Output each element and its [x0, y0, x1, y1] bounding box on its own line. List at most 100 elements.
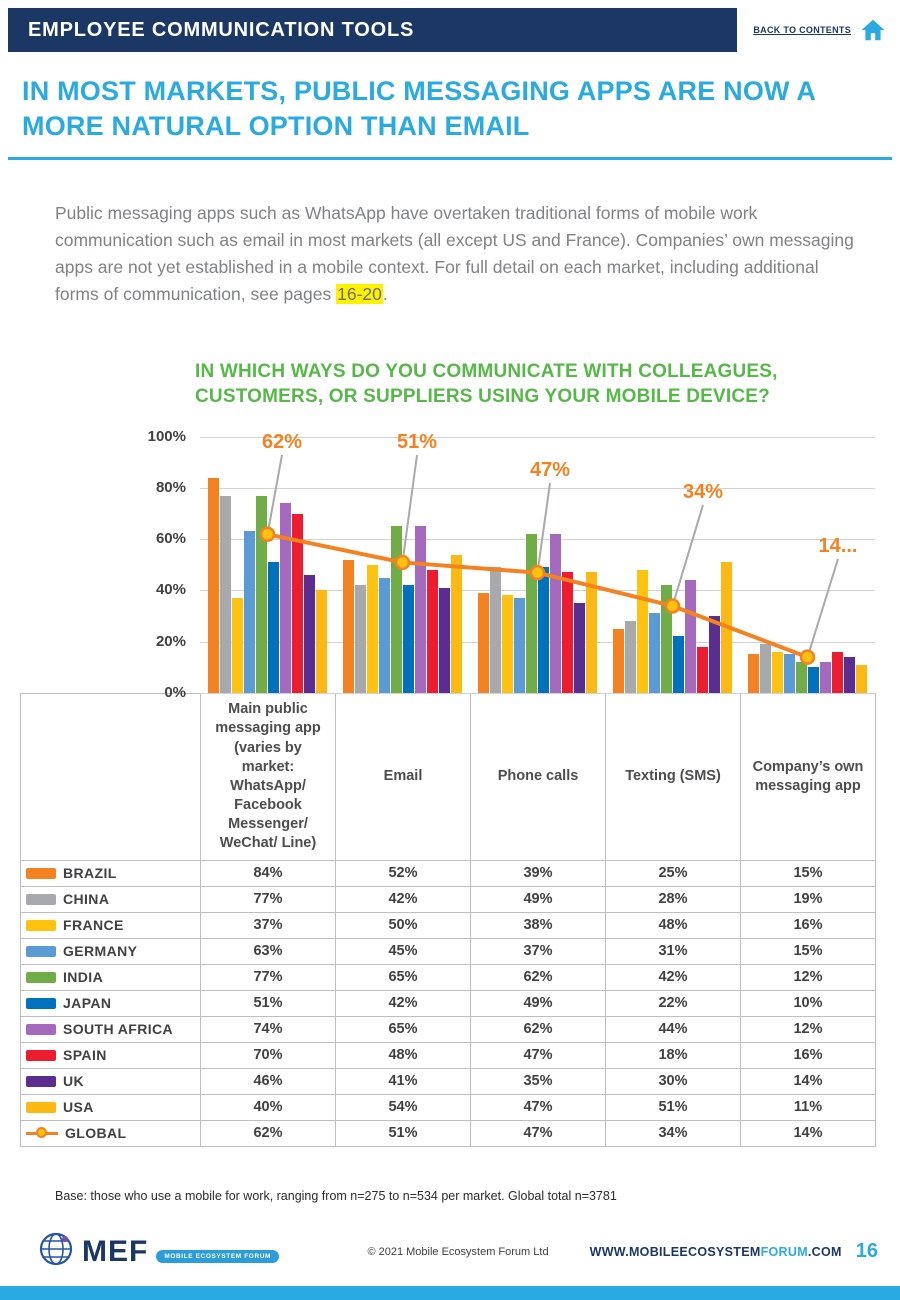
annotation-label: 34% [682, 480, 724, 503]
mef-logo-subtitle: MOBILE ECOSYSTEM FORUM [156, 1250, 280, 1264]
bar-india [526, 534, 537, 693]
country-label: UK [63, 1073, 85, 1090]
intro-text: Public messaging apps such as WhatsApp h… [55, 203, 854, 305]
value-cell: 44% [605, 1015, 741, 1043]
value-cell: 47% [470, 1041, 606, 1069]
legend-swatch-spain [26, 1049, 56, 1061]
value-cell: 22% [605, 989, 741, 1017]
intro-paragraph: Public messaging apps such as WhatsApp h… [55, 200, 855, 309]
bar-south-africa [415, 526, 426, 693]
country-label: USA [63, 1099, 94, 1116]
value-cell: 14% [740, 1067, 876, 1095]
bar-india [796, 662, 807, 693]
bar-germany [514, 598, 525, 693]
home-icon[interactable] [860, 17, 886, 43]
bar-france [772, 651, 783, 693]
global-line-swatch [26, 1127, 58, 1139]
column-header-phone-calls: Phone calls [470, 692, 606, 861]
value-cell: 35% [470, 1067, 606, 1095]
value-cell: 28% [605, 885, 741, 913]
row-label: JAPAN [21, 995, 200, 1011]
bar-group-company-s-own-messaging- [740, 437, 875, 693]
country-label: GERMANY [63, 943, 138, 960]
value-cell: 48% [605, 911, 741, 939]
value-cell: 31% [605, 937, 741, 965]
value-cell: 14% [740, 1119, 876, 1147]
row-label: GERMANY [21, 943, 200, 959]
bar-uk [439, 587, 450, 693]
legend-swatch-china [26, 893, 56, 905]
value-cell: 37% [470, 937, 606, 965]
legend-swatch-usa [26, 1101, 56, 1113]
legend-swatch-uk [26, 1075, 56, 1087]
gridline [200, 692, 875, 694]
bar-japan [268, 562, 279, 693]
y-axis-label: 100% [147, 427, 186, 445]
country-label: INDIA [63, 969, 104, 986]
value-cell: 52% [335, 859, 471, 887]
value-cell: 46% [200, 1067, 336, 1095]
bar-usa [856, 664, 867, 693]
header-bar: EMPLOYEE COMMUNICATION TOOLS [8, 8, 738, 52]
row-label-cell: SPAIN [20, 1041, 201, 1069]
value-cell: 49% [470, 989, 606, 1017]
website-url[interactable]: WWW.MOBILEECOSYSTEMFORUM.COM [590, 1245, 842, 1259]
back-to-contents-link[interactable]: BACK TO CONTENTS [753, 25, 851, 35]
value-cell: 47% [470, 1093, 606, 1121]
footnote: Base: those who use a mobile for work, r… [55, 1188, 617, 1203]
annotation-label: 47% [529, 458, 571, 481]
country-label: CHINA [63, 891, 110, 908]
bar-south-africa [685, 580, 696, 693]
value-cell: 42% [605, 963, 741, 991]
intro-text-after: . [382, 284, 388, 305]
table-row-spain: SPAIN 70% 48% 47% 18% 16% [20, 1041, 876, 1069]
table-header-row: Main public messaging app (varies by mar… [20, 692, 876, 861]
footer: MEF MOBILE ECOSYSTEM FORUM © 2021 Mobile… [38, 1229, 878, 1275]
bar-spain [292, 513, 303, 693]
bar-usa [316, 590, 327, 693]
bar-usa [451, 554, 462, 693]
url-part-3: .COM [807, 1244, 842, 1259]
value-cell: 51% [335, 1119, 471, 1147]
value-cell: 37% [200, 911, 336, 939]
bar-usa [721, 562, 732, 693]
bar-group-main-public-messaging-ap [200, 437, 335, 693]
bar-spain [832, 651, 843, 693]
value-cell: 77% [200, 885, 336, 913]
row-label: GLOBAL [21, 1125, 200, 1141]
row-label-cell: BRAZIL [20, 859, 201, 887]
url-part-2: FORUM [760, 1244, 808, 1259]
row-label: CHINA [21, 891, 200, 907]
top-header: EMPLOYEE COMMUNICATION TOOLS BACK TO CON… [8, 8, 892, 52]
bottom-accent-bar [0, 1286, 900, 1300]
value-cell: 16% [740, 911, 876, 939]
page-title: IN MOST MARKETS, PUBLIC MESSAGING APPS A… [22, 76, 816, 141]
row-label: USA [21, 1099, 200, 1115]
bar-japan [808, 667, 819, 693]
annotation-label: 62% [261, 430, 303, 453]
value-cell: 51% [200, 989, 336, 1017]
value-cell: 38% [470, 911, 606, 939]
y-axis-label: 80% [155, 478, 186, 496]
y-axis-label: 60% [155, 530, 186, 548]
bar-spain [562, 572, 573, 693]
row-label-cell: SOUTH AFRICA [20, 1015, 201, 1043]
column-header-texting-sms: Texting (SMS) [605, 692, 741, 861]
table-row-china: CHINA 77% 42% 49% 28% 19% [20, 885, 876, 913]
bar-france [637, 569, 648, 693]
value-cell: 70% [200, 1041, 336, 1069]
data-table: Main public messaging app (varies by mar… [20, 692, 876, 1147]
bar-usa [586, 572, 597, 693]
legend-swatch-japan [26, 997, 56, 1009]
globe-icon [38, 1231, 74, 1272]
bar-uk [709, 615, 720, 693]
table-row-uk: UK 46% 41% 35% 30% 14% [20, 1067, 876, 1095]
bar-germany [784, 654, 795, 693]
legend-swatch-france [26, 919, 56, 931]
page-number: 16 [855, 1240, 878, 1263]
value-cell: 42% [335, 885, 471, 913]
header-title: EMPLOYEE COMMUNICATION TOOLS [28, 18, 415, 41]
annotation-label: 14... [818, 534, 858, 557]
bar-brazil [613, 628, 624, 693]
